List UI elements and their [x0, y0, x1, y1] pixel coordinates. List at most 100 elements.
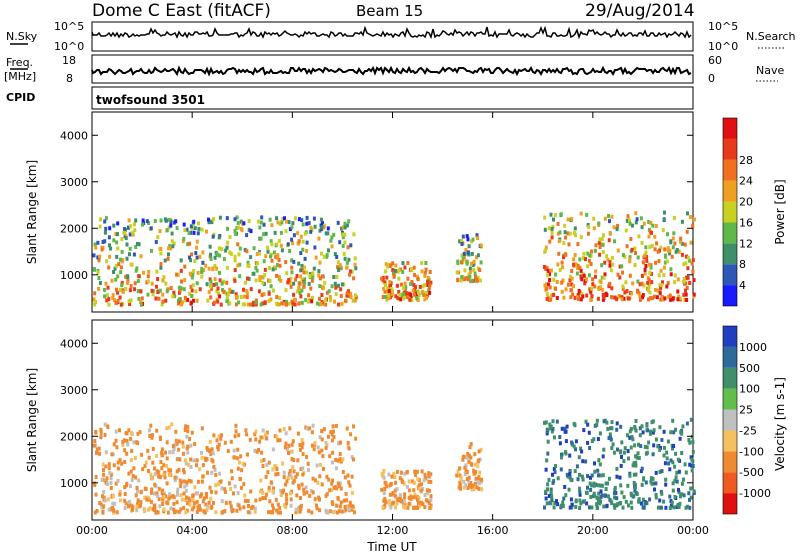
data-cell — [311, 490, 315, 495]
data-cell — [601, 292, 605, 297]
data-cell — [677, 469, 681, 474]
data-cell — [189, 284, 193, 289]
data-cell — [166, 256, 170, 261]
data-cell — [666, 281, 670, 286]
data-cell — [164, 281, 168, 286]
data-cell — [677, 487, 680, 492]
data-cell — [185, 227, 189, 232]
data-cell — [146, 495, 150, 500]
data-cell — [557, 251, 561, 256]
data-cell — [463, 465, 467, 470]
data-cell — [286, 476, 290, 480]
data-cell — [233, 268, 237, 273]
data-cell — [289, 473, 293, 478]
data-cell — [477, 278, 481, 283]
data-cell — [599, 285, 603, 290]
data-cell — [672, 231, 676, 236]
data-cell — [409, 292, 413, 297]
data-cell — [123, 492, 127, 496]
data-cell — [177, 509, 181, 514]
cpid-frame — [91, 86, 694, 110]
data-cell — [110, 452, 114, 457]
data-cell — [326, 231, 330, 236]
data-cell — [262, 458, 266, 462]
data-cell — [172, 501, 176, 506]
data-cell — [290, 265, 294, 270]
data-cell — [320, 429, 324, 434]
data-cell — [218, 278, 222, 283]
data-cell — [354, 266, 358, 271]
data-cell — [622, 495, 626, 500]
data-cell — [642, 505, 646, 510]
data-cell — [184, 461, 188, 466]
data-cell — [626, 214, 630, 219]
data-cell — [261, 280, 265, 285]
data-cell — [161, 278, 165, 283]
data-cell — [168, 450, 172, 455]
data-cell — [129, 262, 133, 267]
data-cell — [423, 283, 427, 288]
data-cell — [332, 275, 336, 279]
data-cell — [584, 419, 588, 424]
data-cell — [181, 440, 185, 445]
data-cell — [183, 228, 187, 233]
data-cell — [327, 434, 330, 439]
data-cell — [570, 282, 574, 287]
data-cell — [115, 240, 119, 245]
data-cell — [129, 430, 133, 435]
data-cell — [309, 225, 313, 230]
data-cell — [680, 252, 684, 257]
data-cell — [352, 424, 355, 429]
data-cell — [133, 287, 136, 292]
data-cell — [393, 475, 397, 479]
data-cell — [428, 506, 432, 510]
colorbar-tick-label: 1000 — [739, 341, 767, 354]
data-cell — [650, 280, 654, 285]
data-cell — [275, 295, 279, 300]
data-cell — [249, 229, 253, 234]
data-cell — [398, 493, 402, 498]
data-cell — [684, 292, 688, 297]
data-cell — [647, 234, 651, 239]
data-cell — [188, 502, 192, 507]
data-cell — [308, 426, 312, 431]
data-cell — [574, 447, 577, 452]
data-cell — [611, 442, 615, 447]
data-cell — [549, 268, 553, 273]
colorbar-swatch — [723, 264, 737, 286]
data-cell — [148, 434, 152, 438]
data-cell — [427, 473, 431, 478]
data-cell — [380, 487, 384, 492]
data-cell — [323, 280, 327, 285]
data-cell — [411, 288, 415, 293]
data-cell — [632, 493, 636, 498]
data-cell — [581, 256, 585, 261]
data-cell — [423, 472, 427, 477]
data-cell — [548, 278, 552, 282]
data-cell — [570, 440, 574, 445]
data-cell — [142, 270, 145, 275]
data-cell — [467, 252, 471, 257]
data-cell — [312, 447, 316, 452]
data-cell — [192, 505, 196, 510]
data-cell — [272, 250, 276, 255]
data-cell — [588, 505, 591, 510]
data-cell — [116, 466, 120, 471]
data-cell — [281, 461, 285, 466]
data-cell — [544, 420, 548, 425]
colorbar-swatch — [723, 430, 737, 452]
data-cell — [320, 293, 324, 297]
data-cell — [465, 477, 469, 481]
data-cell — [465, 276, 469, 280]
data-cell — [673, 478, 677, 483]
data-cell — [187, 231, 191, 236]
data-cell — [179, 268, 183, 273]
data-cell — [547, 298, 551, 302]
data-cell — [299, 447, 302, 452]
data-cell — [97, 258, 101, 263]
data-cell — [289, 450, 293, 454]
data-cell — [225, 245, 229, 250]
data-cell — [343, 221, 347, 226]
data-cell — [657, 273, 661, 278]
